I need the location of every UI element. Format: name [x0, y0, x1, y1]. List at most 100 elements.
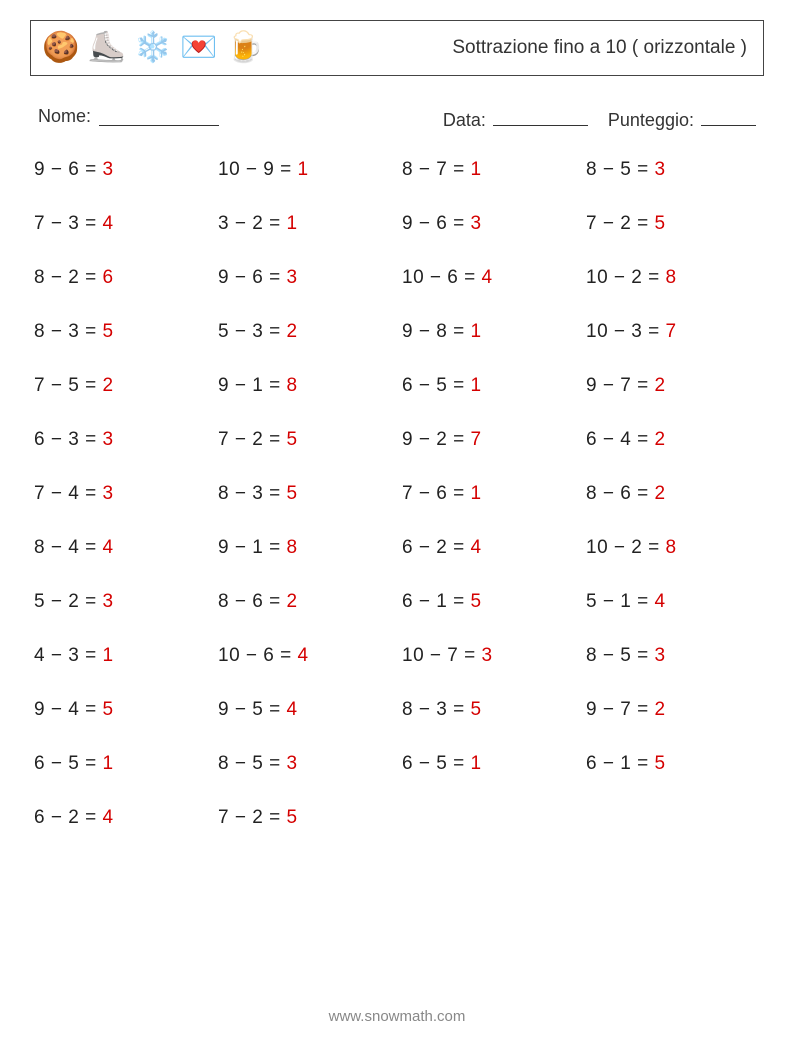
header-icons: 🍪⛸️❄️💌🍺: [43, 30, 263, 66]
problem-cell: 7 − 3 = 4: [34, 213, 208, 235]
problem-equation: 9 − 2 =: [402, 429, 470, 450]
problem-equation: 10 − 2 =: [586, 537, 666, 558]
problem-answer: 2: [654, 429, 665, 450]
problem-equation: 6 − 5 =: [34, 753, 102, 774]
problem-equation: 8 − 3 =: [402, 699, 470, 720]
problem-answer: 3: [482, 645, 493, 666]
problem-answer: 5: [102, 699, 113, 720]
problem-cell: 4 − 3 = 1: [34, 645, 208, 667]
problem-answer: 3: [470, 213, 481, 234]
problem-cell: 10 − 9 = 1: [218, 159, 392, 181]
problem-cell: 7 − 2 = 5: [218, 429, 392, 451]
name-field: Nome:: [38, 106, 219, 131]
problem-answer: 5: [654, 753, 665, 774]
beer-icon: 🍺: [227, 30, 263, 66]
problem-answer: 6: [102, 267, 113, 288]
problem-equation: 10 − 3 =: [586, 321, 666, 342]
score-blank[interactable]: [701, 106, 756, 126]
problem-answer: 4: [286, 699, 297, 720]
problem-equation: 9 − 8 =: [402, 321, 470, 342]
problem-equation: 7 − 6 =: [402, 483, 470, 504]
problem-cell: 8 − 4 = 4: [34, 537, 208, 559]
problem-cell: 9 − 6 = 3: [402, 213, 576, 235]
problem-equation: 6 − 5 =: [402, 753, 470, 774]
problem-equation: 8 − 4 =: [34, 537, 102, 558]
problem-answer: 5: [286, 807, 297, 828]
problem-cell: 8 − 3 = 5: [34, 321, 208, 343]
score-label: Punteggio:: [608, 110, 694, 130]
problem-cell: 7 − 2 = 5: [218, 807, 392, 829]
gingerbread-icon: 🍪: [43, 30, 79, 66]
problem-answer: 8: [666, 267, 677, 288]
problem-cell: 10 − 6 = 4: [402, 267, 576, 289]
name-blank[interactable]: [99, 106, 219, 126]
problem-equation: 9 − 5 =: [218, 699, 286, 720]
problem-cell: 6 − 5 = 1: [402, 375, 576, 397]
date-label: Data:: [443, 110, 486, 130]
problem-equation: 9 − 1 =: [218, 375, 286, 396]
problem-answer: 7: [470, 429, 481, 450]
problem-cell: 10 − 2 = 8: [586, 267, 760, 289]
problem-cell: 8 − 5 = 3: [218, 753, 392, 775]
problem-equation: 7 − 2 =: [218, 429, 286, 450]
date-blank[interactable]: [493, 106, 588, 126]
problem-cell: 8 − 5 = 3: [586, 645, 760, 667]
problem-answer: 4: [470, 537, 481, 558]
problem-equation: 8 − 5 =: [586, 645, 654, 666]
problem-answer: 5: [286, 483, 297, 504]
problem-equation: 10 − 7 =: [402, 645, 482, 666]
ice-skate-icon: ⛸️: [89, 30, 125, 66]
problem-equation: 6 − 4 =: [586, 429, 654, 450]
problem-answer: 3: [654, 159, 665, 180]
problem-cell: 6 − 1 = 5: [586, 753, 760, 775]
problem-answer: 1: [286, 213, 297, 234]
problem-equation: 10 − 6 =: [402, 267, 482, 288]
problem-answer: 5: [286, 429, 297, 450]
problem-answer: 3: [102, 429, 113, 450]
problem-cell: 10 − 7 = 3: [402, 645, 576, 667]
problem-answer: 3: [286, 267, 297, 288]
problem-cell: 6 − 2 = 4: [402, 537, 576, 559]
problem-cell: 9 − 2 = 7: [402, 429, 576, 451]
problem-cell: 6 − 3 = 3: [34, 429, 208, 451]
problem-cell: 6 − 1 = 5: [402, 591, 576, 613]
problem-equation: 8 − 7 =: [402, 159, 470, 180]
problem-equation: 8 − 6 =: [218, 591, 286, 612]
problem-answer: 8: [666, 537, 677, 558]
problem-equation: 9 − 7 =: [586, 699, 654, 720]
problem-equation: 10 − 2 =: [586, 267, 666, 288]
problem-answer: 1: [470, 753, 481, 774]
problem-cell: 8 − 2 = 6: [34, 267, 208, 289]
problem-equation: 6 − 3 =: [34, 429, 102, 450]
problem-equation: 8 − 5 =: [586, 159, 654, 180]
problem-equation: 8 − 5 =: [218, 753, 286, 774]
problem-cell: 8 − 7 = 1: [402, 159, 576, 181]
problem-equation: 9 − 6 =: [402, 213, 470, 234]
problem-equation: 8 − 6 =: [586, 483, 654, 504]
worksheet-page: 🍪⛸️❄️💌🍺 Sottrazione fino a 10 ( orizzont…: [0, 0, 794, 829]
problem-cell: 3 − 2 = 1: [218, 213, 392, 235]
problem-cell: 5 − 1 = 4: [586, 591, 760, 613]
score-field: Punteggio:: [608, 106, 756, 131]
header-bar: 🍪⛸️❄️💌🍺 Sottrazione fino a 10 ( orizzont…: [30, 20, 764, 76]
problem-equation: 8 − 3 =: [218, 483, 286, 504]
problem-equation: 8 − 2 =: [34, 267, 102, 288]
problem-equation: 6 − 1 =: [586, 753, 654, 774]
problem-answer: 4: [102, 213, 113, 234]
problem-cell: 9 − 6 = 3: [218, 267, 392, 289]
problem-cell: 7 − 6 = 1: [402, 483, 576, 505]
problem-cell: 7 − 2 = 5: [586, 213, 760, 235]
worksheet-title: Sottrazione fino a 10 ( orizzontale ): [452, 37, 751, 59]
problem-answer: 2: [102, 375, 113, 396]
problem-answer: 4: [102, 537, 113, 558]
problem-answer: 1: [470, 375, 481, 396]
problem-equation: 5 − 3 =: [218, 321, 286, 342]
problem-equation: 3 − 2 =: [218, 213, 286, 234]
problem-cell: 8 − 6 = 2: [586, 483, 760, 505]
problem-cell: 6 − 5 = 1: [402, 753, 576, 775]
footer-url: www.snowmath.com: [0, 1008, 794, 1025]
problem-cell: 10 − 2 = 8: [586, 537, 760, 559]
problem-answer: 1: [470, 483, 481, 504]
problem-answer: 1: [102, 645, 113, 666]
problem-equation: 9 − 6 =: [218, 267, 286, 288]
